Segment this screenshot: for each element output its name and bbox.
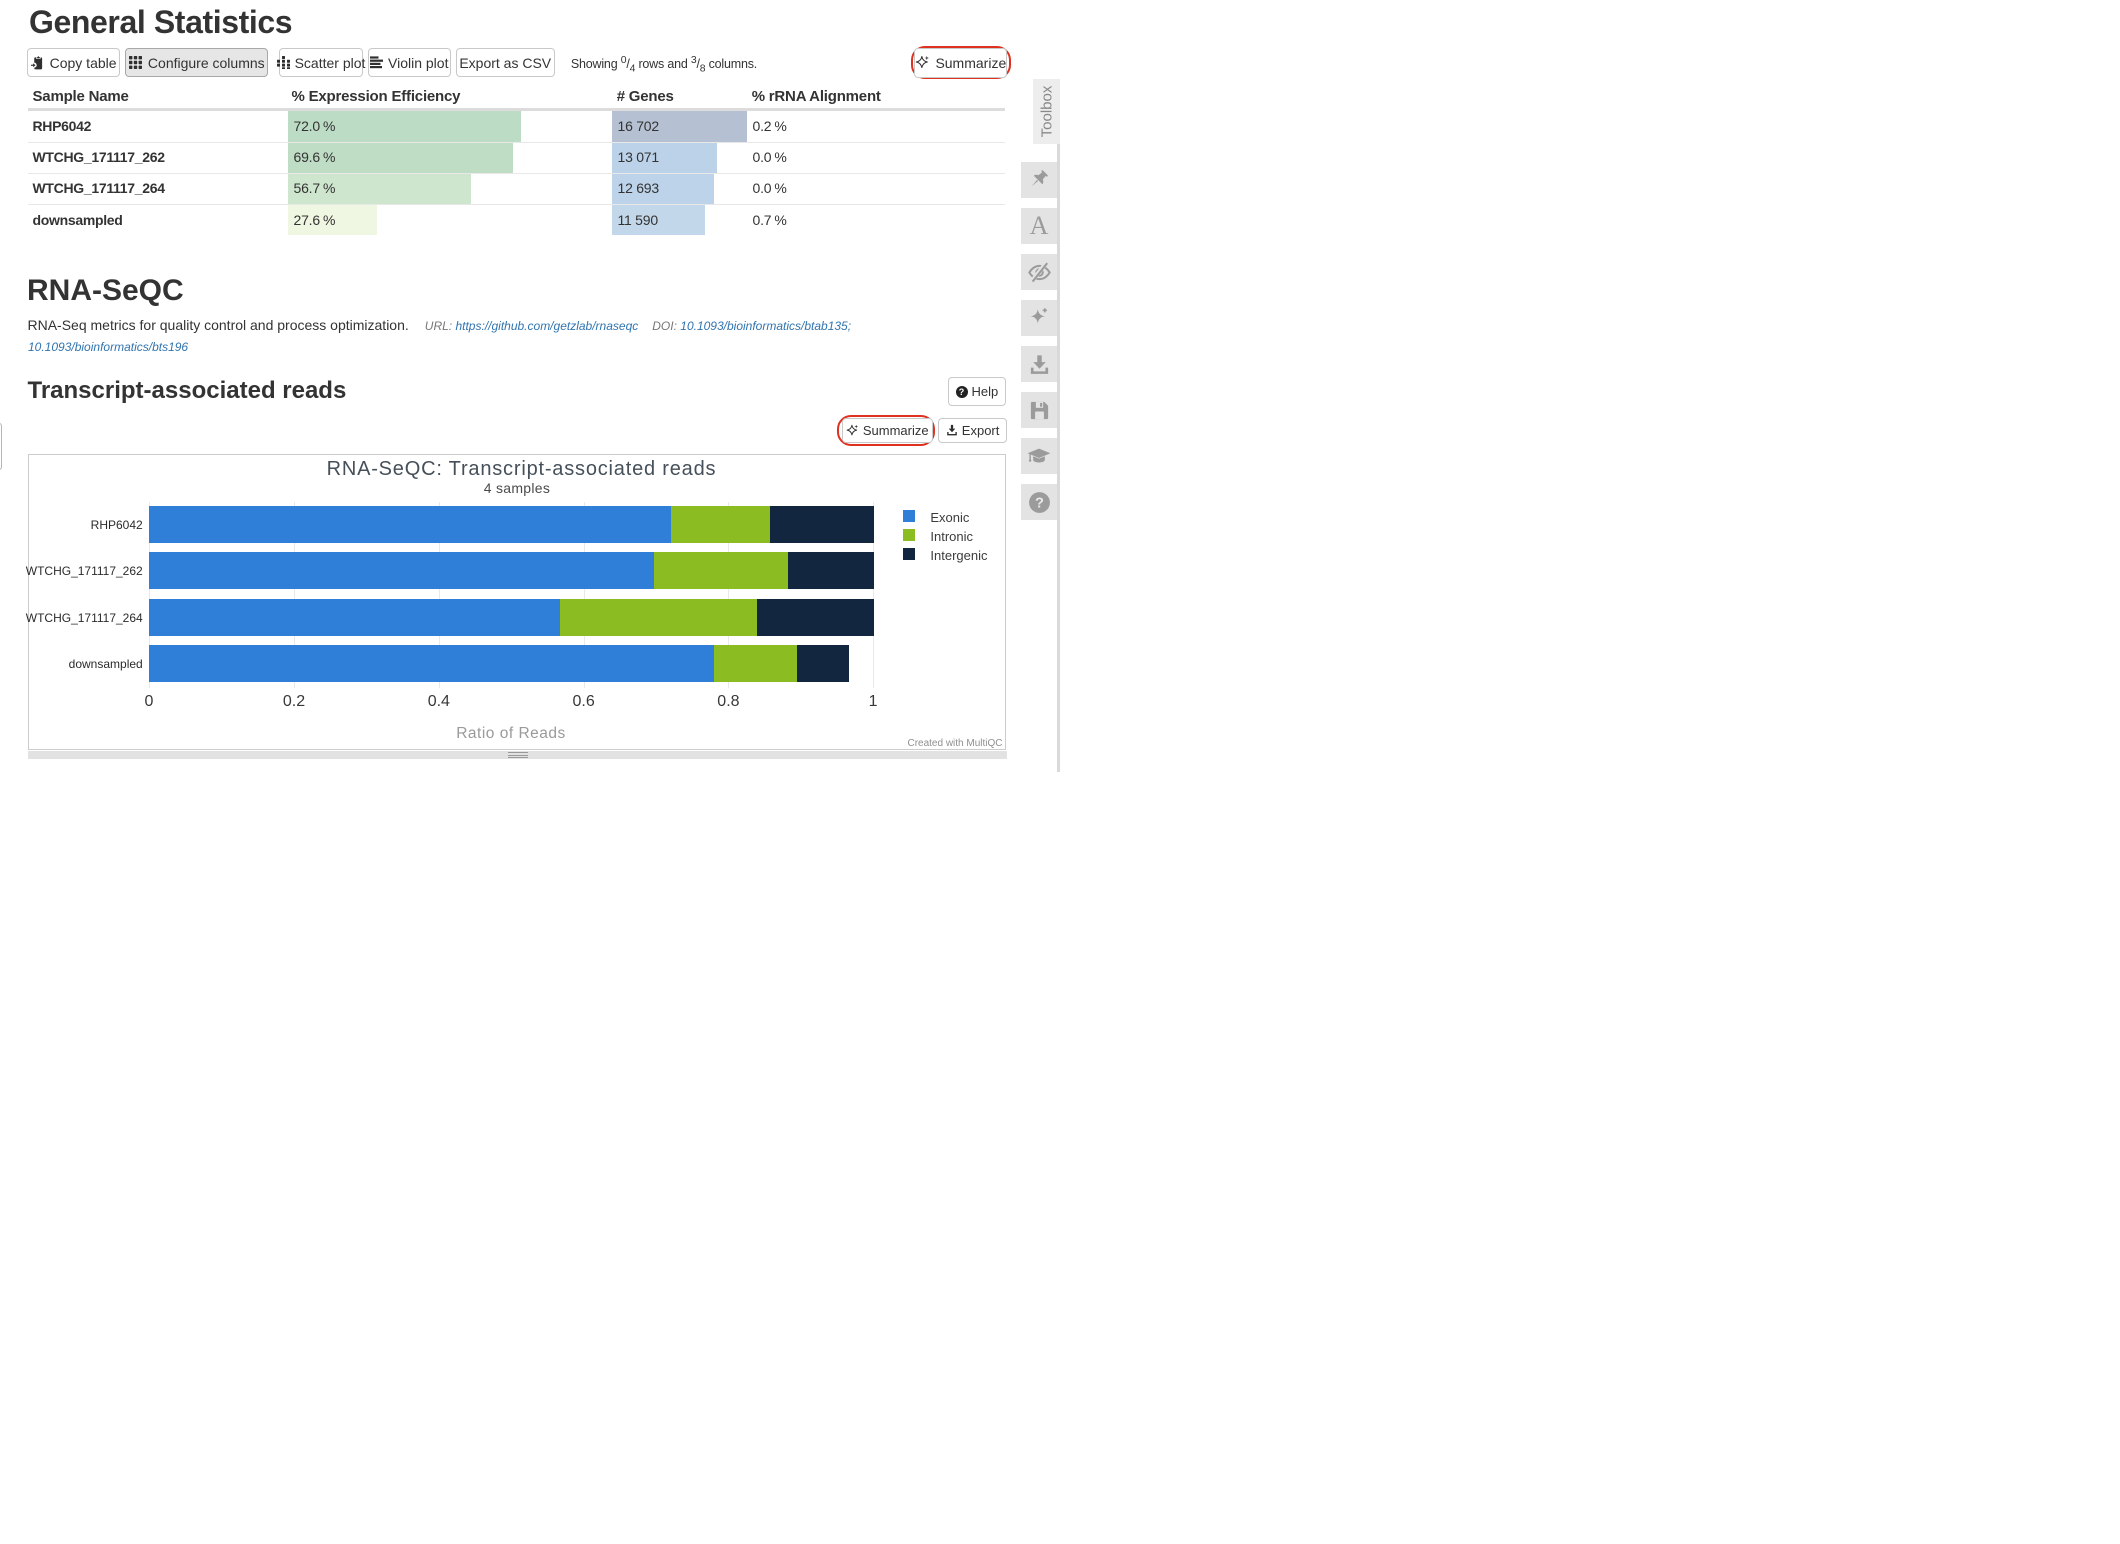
svg-text:?: ? <box>1035 495 1044 511</box>
